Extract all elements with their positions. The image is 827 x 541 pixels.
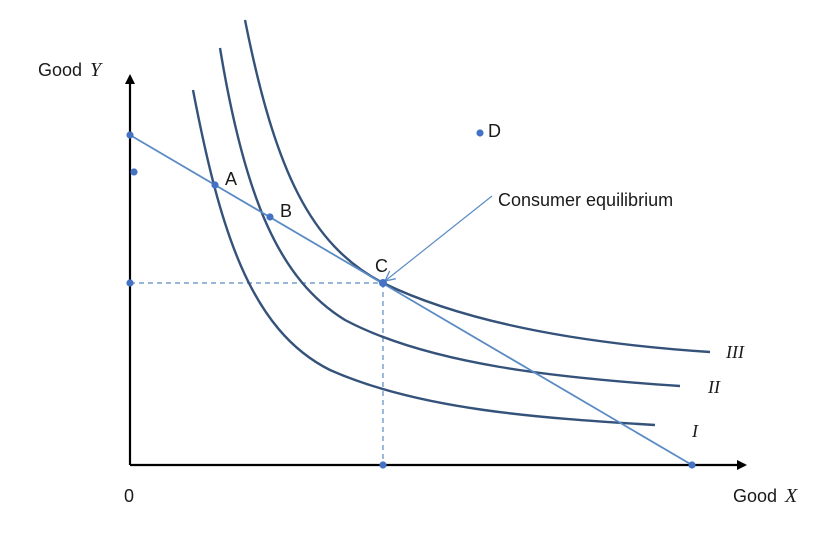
point-B-dot	[266, 213, 274, 221]
point-C-label: C	[375, 256, 388, 276]
origin-label: 0	[124, 486, 134, 506]
budget-intercept-x-point	[688, 461, 696, 469]
budget-line	[129, 134, 693, 466]
annotation-leader	[385, 195, 493, 281]
annotation-text: Consumer equilibrium	[498, 190, 673, 210]
indifference-curve-II	[218, 47, 681, 388]
x-axis-title: Good X	[733, 485, 798, 507]
curve-label-III: III	[725, 342, 745, 362]
point-B-label: B	[280, 201, 292, 221]
point-A-dot	[211, 181, 219, 189]
curve-label-II: II	[707, 377, 721, 397]
point-D-label: D	[488, 121, 501, 141]
y-axis-title: Good Y	[38, 59, 103, 81]
equilibrium-y-point	[126, 279, 134, 287]
equilibrium-x-point	[379, 461, 387, 469]
point-D-dot	[476, 129, 484, 137]
curve-label-I: I	[691, 421, 699, 441]
indifference-curve-I	[191, 89, 656, 427]
budget-intercept-y-point	[126, 131, 134, 139]
indifference-curve-III	[243, 19, 711, 354]
point-C-dot	[379, 279, 387, 287]
point-A-label: A	[225, 169, 237, 189]
y-axis-marker-point	[130, 168, 138, 176]
